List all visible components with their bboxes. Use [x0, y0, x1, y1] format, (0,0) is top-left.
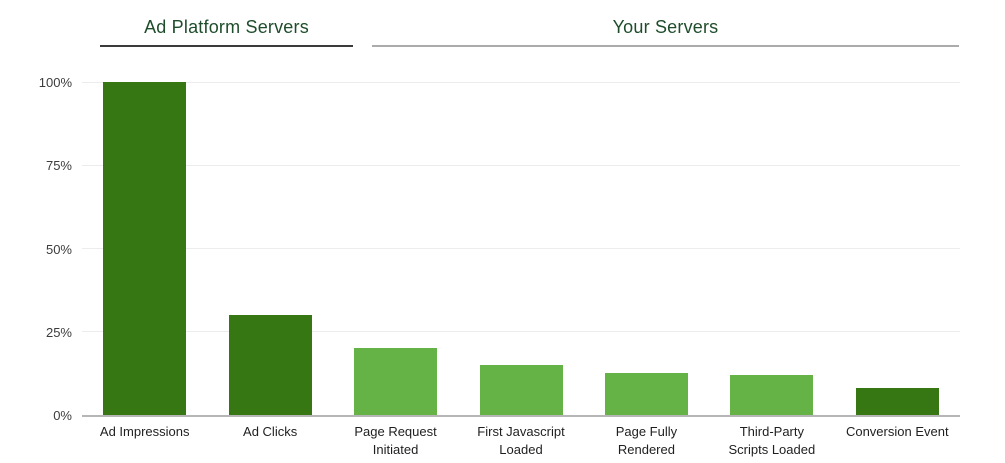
- category-label-line: Ad Impressions: [99, 424, 190, 439]
- x-axis-baseline: [82, 415, 960, 417]
- gridline: [82, 164, 960, 166]
- category-label-line: Scripts Loaded: [728, 442, 816, 457]
- bar: [730, 375, 814, 415]
- bar: [354, 348, 438, 415]
- group-header-underline: [372, 45, 959, 47]
- category-label-line: Page Request: [354, 424, 437, 439]
- gridline: [82, 81, 960, 83]
- category-label: Page Request Initiated: [333, 423, 458, 459]
- category-label: First Javascript Loaded: [458, 423, 583, 459]
- bar: [228, 315, 312, 415]
- category-label-line: Third-Party: [739, 424, 804, 439]
- category-label: Ad Impressions: [82, 423, 207, 441]
- y-axis-tick-label: 100%: [38, 75, 72, 90]
- gridline: [82, 248, 960, 249]
- category-label-line: Loaded: [499, 442, 543, 457]
- group-header-label: Ad Platform Servers: [144, 17, 309, 37]
- category-label-line: Page Fully: [615, 424, 678, 439]
- group-header-underline: [100, 45, 353, 47]
- bar: [604, 373, 688, 415]
- y-axis-tick-label: 0%: [53, 408, 72, 423]
- category-label: Third-Party Scripts Loaded: [709, 423, 834, 459]
- group-header: Your Servers: [372, 16, 959, 47]
- category-label-line: Ad Clicks: [243, 424, 298, 439]
- y-axis-tick-label: 75%: [45, 158, 72, 174]
- category-label: Conversion Event: [835, 423, 960, 441]
- category-label-line: First Javascript: [477, 424, 565, 439]
- bar: [479, 365, 563, 415]
- y-axis-tick-label: 50%: [45, 241, 72, 257]
- bar: [103, 82, 187, 415]
- category-label: Page Fully Rendered: [584, 423, 709, 459]
- group-header-label: Your Servers: [612, 17, 719, 37]
- category-label-line: Rendered: [617, 442, 675, 457]
- gridline: [82, 331, 960, 333]
- bar: [855, 388, 939, 415]
- category-label: Ad Clicks: [207, 423, 332, 441]
- category-label-line: Conversion Event: [845, 424, 949, 439]
- group-header: Ad Platform Servers: [100, 16, 353, 47]
- category-label-line: Initiated: [372, 442, 419, 457]
- y-axis-tick-label: 25%: [45, 324, 72, 340]
